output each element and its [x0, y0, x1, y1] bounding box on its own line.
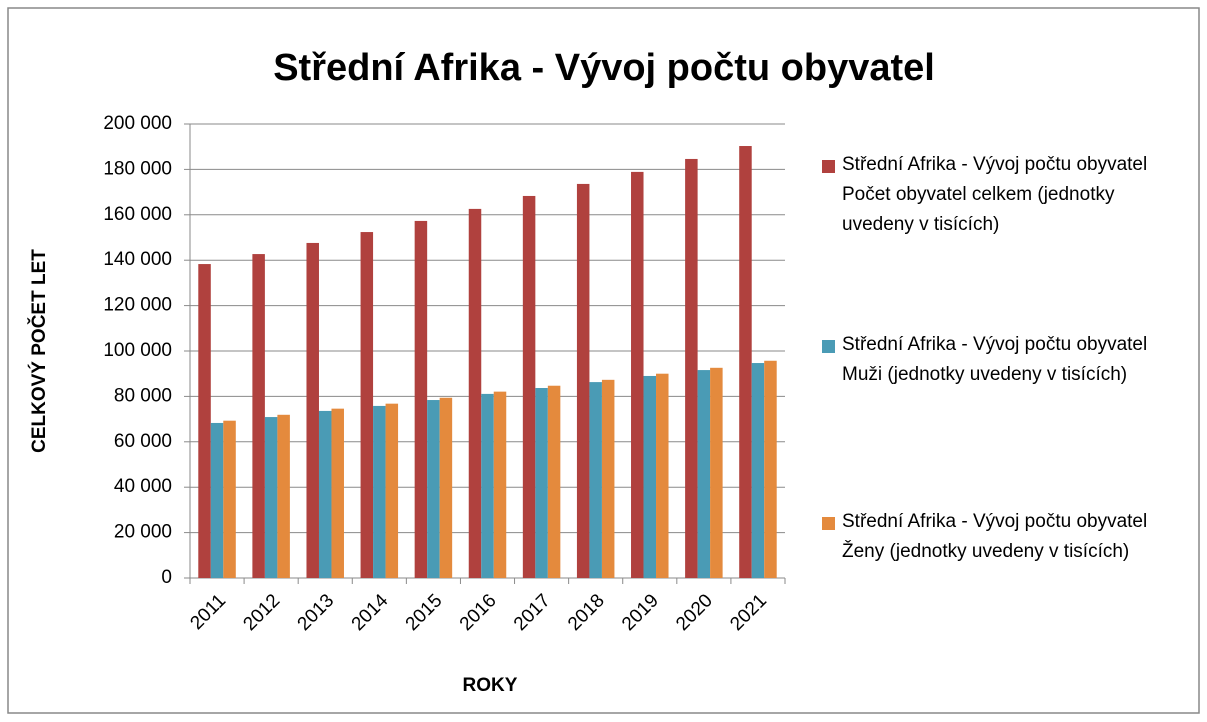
- bar: [223, 420, 236, 578]
- bar: [331, 408, 344, 578]
- bar: [576, 183, 590, 579]
- bar: [385, 403, 399, 578]
- bar: [643, 375, 657, 578]
- bar: [631, 171, 644, 578]
- bar: [481, 393, 494, 578]
- bar: [198, 264, 211, 578]
- chart-title: Střední Afrika - Vývoj počtu obyvatel: [273, 47, 935, 89]
- bar: [697, 370, 711, 578]
- legend-swatch: [822, 517, 835, 530]
- bar: [601, 379, 615, 578]
- bar: [685, 158, 698, 578]
- y-tick-label: 180 000: [103, 158, 172, 179]
- bar: [739, 146, 752, 579]
- legend-swatch: [822, 340, 835, 353]
- y-axis-title: CELKOVÝ POČET LET: [28, 249, 50, 453]
- x-axis-title: ROKY: [463, 675, 518, 696]
- bar: [264, 417, 278, 578]
- bar: [277, 414, 290, 578]
- legend-swatch: [822, 160, 835, 173]
- y-tick-label: 0: [161, 567, 172, 588]
- y-tick-label: 140 000: [103, 249, 172, 270]
- bar: [468, 208, 482, 578]
- legend-label: Střední Afrika - Vývoj počtu obyvatel Mu…: [842, 334, 1148, 385]
- bar: [710, 367, 723, 578]
- bar: [306, 242, 319, 578]
- bar: [589, 382, 602, 578]
- bar: [764, 360, 777, 578]
- bar: [751, 363, 765, 578]
- bar: [493, 391, 507, 578]
- bar: [656, 373, 669, 578]
- y-tick-label: 100 000: [103, 340, 172, 361]
- bar: [522, 195, 536, 579]
- bar: [535, 388, 548, 578]
- bar: [427, 400, 440, 578]
- y-tick-label: 160 000: [103, 204, 172, 225]
- y-tick-label: 200 000: [103, 113, 172, 134]
- bar: [547, 385, 561, 578]
- y-tick-label: 20 000: [114, 522, 172, 543]
- bar: [439, 397, 453, 578]
- y-tick-label: 60 000: [114, 431, 172, 452]
- y-tick-label: 40 000: [114, 476, 172, 497]
- bar: [373, 405, 386, 578]
- legend-label: Střední Afrika - Vývoj počtu obyvatel Po…: [842, 154, 1148, 235]
- bar: [414, 220, 428, 578]
- y-tick-label: 120 000: [103, 295, 172, 316]
- bar: [252, 254, 265, 579]
- bar: [360, 232, 374, 578]
- bar: [318, 410, 332, 578]
- bar: [210, 422, 224, 578]
- y-tick-label: 80 000: [114, 385, 172, 406]
- legend-label: Střední Afrika - Vývoj počtu obyvatel Že…: [842, 511, 1148, 562]
